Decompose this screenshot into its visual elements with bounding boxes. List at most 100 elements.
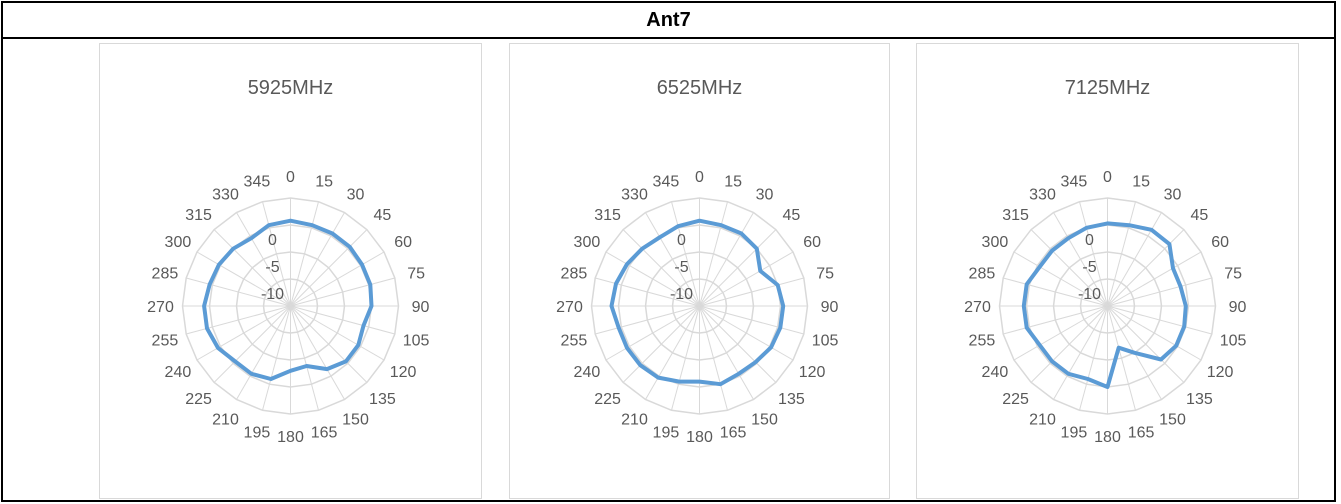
angle-tick-label: 0 <box>286 169 295 186</box>
angle-tick-label: 180 <box>686 429 713 446</box>
data-point <box>676 224 680 228</box>
table-title: Ant7 <box>646 8 691 31</box>
angle-tick-label: 195 <box>1061 425 1088 442</box>
data-point <box>217 263 221 267</box>
angle-tick-label: 165 <box>1128 425 1155 442</box>
angle-tick-label: 240 <box>574 364 601 381</box>
data-point <box>348 245 352 249</box>
angle-tick-label: 300 <box>574 234 601 251</box>
data-point <box>778 326 782 330</box>
grid-spoke <box>1107 305 1136 411</box>
angle-tick-label: 315 <box>1002 207 1029 224</box>
grid-spoke <box>1107 277 1212 307</box>
data-point <box>656 376 660 380</box>
angle-tick-label: 105 <box>1220 333 1247 350</box>
angle-tick-label: 135 <box>369 391 396 408</box>
angle-tick-label: 105 <box>812 333 839 350</box>
grid-spoke <box>1107 305 1185 383</box>
radial-tick-label: 0 <box>268 232 277 249</box>
grid-spoke <box>1107 305 1212 335</box>
grid-spoke <box>290 229 368 307</box>
grid-spoke <box>236 212 291 307</box>
angle-tick-label: 210 <box>212 412 239 429</box>
data-point <box>625 346 629 350</box>
angle-tick-label: 210 <box>1029 412 1056 429</box>
grid-spoke <box>290 305 395 335</box>
angle-tick-label: 315 <box>185 207 212 224</box>
angle-tick-label: 270 <box>964 299 991 316</box>
angle-tick-label: 45 <box>783 207 801 224</box>
grid-spoke <box>622 229 700 307</box>
data-point <box>1050 359 1054 363</box>
data-point <box>249 372 253 376</box>
grid-spoke <box>1003 305 1108 335</box>
data-point <box>330 232 334 235</box>
data-point <box>231 247 235 251</box>
data-point <box>758 269 762 273</box>
angle-tick-label: 150 <box>1159 412 1186 429</box>
radial-tick-label: -10 <box>261 286 284 303</box>
angle-tick-label: 120 <box>390 364 417 381</box>
grid-spoke <box>290 201 319 307</box>
data-point <box>310 223 314 227</box>
data-point <box>289 369 292 373</box>
radial-tick-label: -10 <box>670 286 693 303</box>
grid-spoke <box>595 277 700 307</box>
chart-panel-3: 7125MHz 0 15 30 45 60 75 90 105 120 135 150 165 180 1… <box>916 43 1299 499</box>
data-point <box>1174 344 1178 348</box>
data-point <box>356 343 360 347</box>
data-point <box>610 304 613 308</box>
data-point <box>1133 351 1136 355</box>
angle-tick-label: 135 <box>778 391 805 408</box>
angle-tick-label: 15 <box>1132 173 1150 190</box>
angle-tick-label: 315 <box>594 207 621 224</box>
grid-spoke <box>699 229 777 307</box>
data-point <box>1106 385 1109 389</box>
angle-tick-label: 285 <box>969 265 996 282</box>
angle-tick-label: 225 <box>1002 391 1029 408</box>
data-point <box>1038 343 1042 347</box>
data-point <box>617 326 621 330</box>
angle-tick-label: 255 <box>969 333 996 350</box>
angle-tick-label: 330 <box>1029 186 1056 203</box>
grid-spoke <box>645 212 700 307</box>
data-point <box>614 282 618 286</box>
angle-tick-label: 60 <box>1211 234 1229 251</box>
angle-tick-label: 210 <box>621 412 648 429</box>
data-point <box>202 304 206 308</box>
data-point <box>739 232 743 235</box>
angle-tick-label: 30 <box>347 186 365 203</box>
radial-tick-label: 0 <box>1085 232 1094 249</box>
data-point <box>781 304 785 308</box>
data-point <box>1127 223 1131 227</box>
radial-tick-label: -5 <box>1082 259 1096 276</box>
angle-tick-label: 165 <box>720 425 747 442</box>
angle-tick-label: 330 <box>621 186 648 203</box>
data-point <box>755 247 759 251</box>
grid-spoke <box>699 305 754 400</box>
chart-title: 5925MHz <box>247 77 334 99</box>
grid-spoke <box>213 229 291 307</box>
grid-spoke <box>699 305 794 361</box>
grid-spoke <box>262 201 291 307</box>
grid-spoke <box>1003 277 1108 307</box>
data-point <box>1182 325 1186 328</box>
grid-spoke <box>645 305 700 400</box>
angle-tick-label: 105 <box>403 333 430 350</box>
data-point <box>208 282 212 286</box>
grid-spoke <box>290 277 395 307</box>
angle-tick-label: 0 <box>1103 169 1112 186</box>
data-point <box>305 364 309 368</box>
angle-tick-label: 120 <box>799 364 826 381</box>
grid-spoke <box>196 305 291 361</box>
grid-spoke <box>290 251 385 307</box>
grid-spoke <box>699 201 728 307</box>
angle-tick-label: 90 <box>412 299 430 316</box>
data-point <box>1066 372 1070 376</box>
angle-tick-label: 255 <box>152 333 179 350</box>
grid-spoke <box>1107 201 1136 307</box>
data-point <box>754 360 758 364</box>
data-point <box>325 367 329 371</box>
grid-spoke <box>699 305 804 335</box>
grid-spoke <box>671 305 700 411</box>
